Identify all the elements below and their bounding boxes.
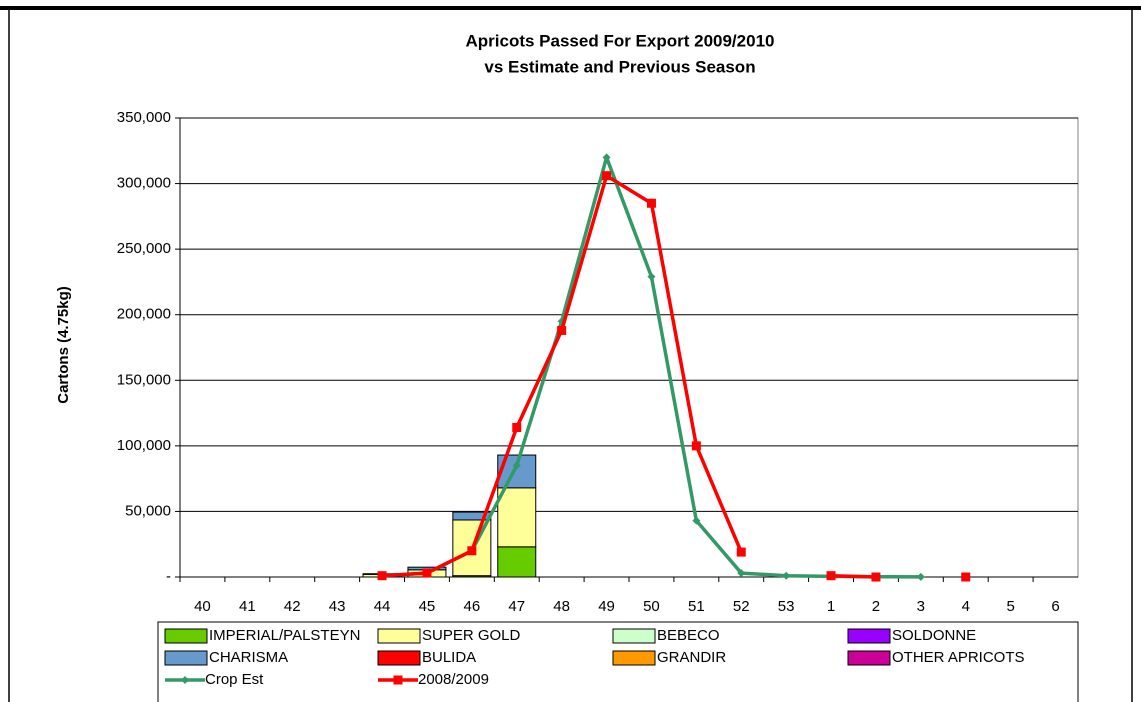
line-marker (602, 153, 611, 162)
x-tick-label: 41 (239, 598, 256, 615)
legend-label: BEBECO (657, 627, 720, 644)
line-marker (961, 572, 971, 582)
x-tick-label: 49 (598, 598, 615, 615)
legend-label: IMPERIAL/PALSTEYN (209, 627, 360, 644)
line-marker (737, 569, 746, 578)
legend-label: Crop Est (205, 671, 264, 688)
legend-swatch (164, 650, 208, 666)
line-marker (377, 571, 387, 581)
chart-subtitle: vs Estimate and Previous Season (484, 57, 755, 76)
line-marker (647, 272, 656, 281)
x-tick-label: 42 (284, 598, 301, 615)
line-marker (916, 572, 925, 581)
line-marker (691, 441, 701, 451)
x-tick-label: 51 (688, 598, 705, 615)
x-tick-label: 53 (778, 598, 795, 615)
legend-swatch (612, 628, 656, 644)
legend-label: GRANDIR (657, 649, 726, 666)
line-marker (512, 422, 522, 432)
legend-marker (393, 675, 403, 685)
legend-label: 2008/2009 (418, 671, 489, 688)
legend-label: BULIDA (422, 649, 476, 666)
legend-label: OTHER APRICOTS (892, 649, 1025, 666)
x-tick-label: 4 (962, 598, 970, 615)
x-tick-label: 52 (733, 598, 750, 615)
legend-swatch (847, 628, 891, 644)
bar-segment (497, 487, 537, 548)
line-marker (692, 516, 701, 525)
line-marker (422, 568, 432, 578)
legend-swatch (612, 650, 656, 666)
line-marker (826, 571, 836, 581)
line-marker (467, 546, 477, 556)
x-tick-label: 5 (1006, 598, 1014, 615)
y-tick-label: 300,000 (117, 175, 171, 192)
y-tick-label: - (166, 568, 171, 585)
plot-area (179, 117, 1079, 578)
x-tick-label: 45 (419, 598, 436, 615)
line-marker (557, 325, 567, 335)
x-tick-label: 50 (643, 598, 660, 615)
x-tick-label: 3 (917, 598, 925, 615)
x-tick-label: 43 (329, 598, 346, 615)
line-marker (736, 547, 746, 557)
y-axis-title: Cartons (4.75kg) (55, 286, 72, 404)
legend-label: SOLDONNE (892, 627, 976, 644)
x-tick-label: 46 (464, 598, 481, 615)
x-tick-label: 1 (827, 598, 835, 615)
x-tick-label: 40 (194, 598, 211, 615)
chart-title: Apricots Passed For Export 2009/2010 (466, 31, 775, 50)
line-marker (512, 461, 521, 470)
line-marker (646, 198, 656, 208)
line-marker (782, 571, 791, 580)
legend-swatch (377, 628, 421, 644)
legend-swatch (377, 650, 421, 666)
legend-swatch (164, 628, 208, 644)
y-tick-label: 250,000 (117, 240, 171, 257)
legend-swatch (847, 650, 891, 666)
line-marker (871, 572, 881, 582)
legend-label: SUPER GOLD (422, 627, 521, 644)
y-tick-label: 350,000 (117, 109, 171, 126)
y-tick-label: 200,000 (117, 306, 171, 323)
y-tick-label: 50,000 (125, 502, 171, 519)
x-tick-label: 48 (553, 598, 570, 615)
x-tick-label: 47 (508, 598, 525, 615)
legend-marker (181, 676, 189, 684)
legend-label: CHARISMA (209, 649, 288, 666)
x-tick-label: 44 (374, 598, 391, 615)
y-tick-label: 150,000 (117, 371, 171, 388)
x-tick-label: 6 (1051, 598, 1059, 615)
line-marker (557, 317, 566, 326)
x-tick-label: 2 (872, 598, 880, 615)
line-marker (602, 171, 612, 181)
y-tick-label: 100,000 (117, 437, 171, 454)
bar-segment (497, 546, 537, 578)
